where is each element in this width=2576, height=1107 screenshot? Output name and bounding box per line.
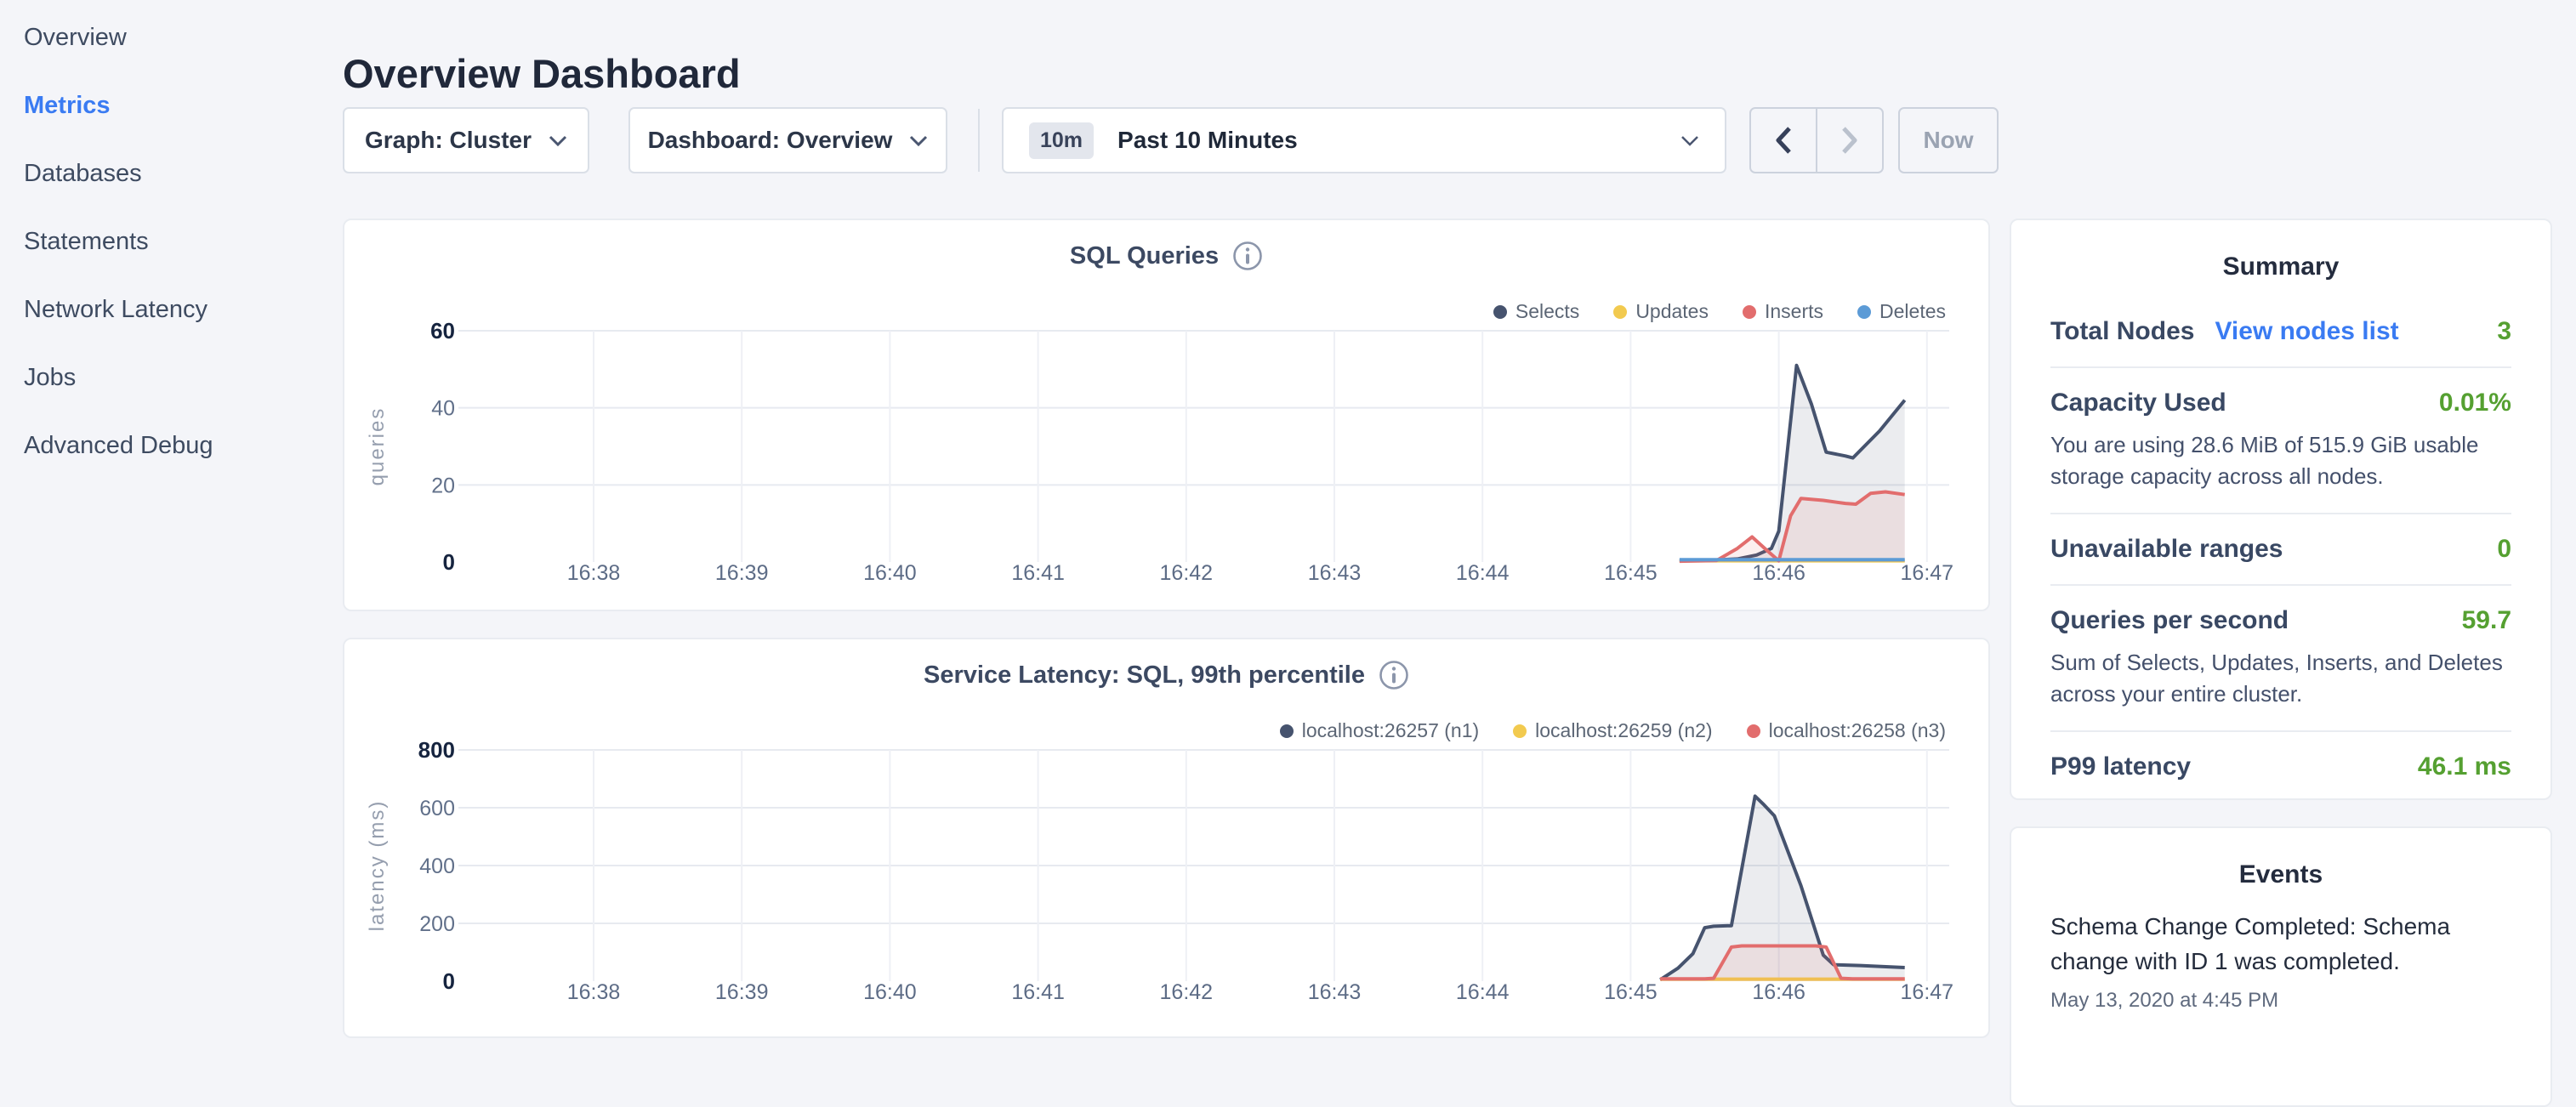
events-heading: Events bbox=[2050, 860, 2511, 889]
event-text: Schema Change Completed: Schema change w… bbox=[2050, 910, 2511, 979]
sidebar-item-network-latency[interactable]: Network Latency bbox=[0, 275, 340, 343]
next-time-window-button[interactable] bbox=[1817, 109, 1882, 172]
capacity-used-label: Capacity Used bbox=[2050, 389, 2226, 417]
unavailable-ranges-label: Unavailable ranges bbox=[2050, 535, 2283, 564]
dashboard-dropdown-label: Dashboard: Overview bbox=[648, 127, 893, 154]
p99-latency-value: 46.1 ms bbox=[2418, 752, 2511, 781]
previous-time-window-button[interactable] bbox=[1751, 109, 1817, 172]
x-axis-tick: 16:41 bbox=[1011, 980, 1065, 1004]
x-axis-tick: 16:45 bbox=[1604, 561, 1658, 585]
sidebar-item-jobs[interactable]: Jobs bbox=[0, 343, 340, 412]
sidebar-nav: Overview Metrics Databases Statements Ne… bbox=[0, 3, 340, 480]
x-axis-tick: 16:41 bbox=[1011, 561, 1065, 585]
total-nodes-value: 3 bbox=[2497, 317, 2511, 346]
summary-row-p99-latency: P99 latency 46.1 ms bbox=[2050, 732, 2511, 802]
time-range-label: Past 10 Minutes bbox=[1117, 127, 1680, 154]
summary-row-capacity-used: Capacity Used 0.01% You are using 28.6 M… bbox=[2050, 368, 2511, 514]
queries-per-second-value: 59.7 bbox=[2462, 606, 2511, 635]
x-axis-tick: 16:38 bbox=[567, 561, 621, 585]
summary-row-total-nodes: Total Nodes View nodes list 3 bbox=[2050, 297, 2511, 368]
capacity-used-description: You are using 28.6 MiB of 515.9 GiB usab… bbox=[2050, 429, 2511, 492]
y-axis-label: queries bbox=[366, 407, 389, 486]
p99-latency-label: P99 latency bbox=[2050, 752, 2191, 781]
y-axis-tick: 0 bbox=[443, 549, 455, 575]
x-axis-tick: 16:47 bbox=[1901, 561, 1954, 585]
x-axis-tick: 16:42 bbox=[1160, 980, 1214, 1004]
x-axis-tick: 16:44 bbox=[1456, 561, 1510, 585]
y-axis-tick: 20 bbox=[431, 474, 455, 497]
time-range-dropdown[interactable]: 10m Past 10 Minutes bbox=[1002, 107, 1726, 173]
now-button[interactable]: Now bbox=[1898, 107, 1999, 173]
x-axis-tick: 16:47 bbox=[1901, 980, 1954, 1004]
sidebar-item-advanced-debug[interactable]: Advanced Debug bbox=[0, 412, 340, 480]
y-axis-tick: 40 bbox=[431, 397, 455, 421]
sidebar-item-metrics[interactable]: Metrics bbox=[0, 71, 340, 139]
summary-heading: Summary bbox=[2050, 253, 2511, 281]
summary-row-unavailable-ranges: Unavailable ranges 0 bbox=[2050, 514, 2511, 586]
service-latency-plot[interactable]: 16:38 16:39 16:40 16:41 16:42 16:43 16:44 16:45… bbox=[344, 639, 1988, 1036]
sql-queries-chart-card: SQL Queries SelectsUpdatesInsertsDeletes… bbox=[343, 219, 1990, 611]
time-range-badge: 10m bbox=[1029, 122, 1094, 159]
y-axis-tick: 200 bbox=[419, 912, 455, 936]
events-panel: Events Schema Change Completed: Schema c… bbox=[2010, 826, 2552, 1107]
event-timestamp: May 13, 2020 at 4:45 PM bbox=[2050, 989, 2511, 1013]
queries-per-second-description: Sum of Selects, Updates, Inserts, and De… bbox=[2050, 647, 2511, 710]
chevron-right-icon bbox=[1840, 126, 1859, 155]
summary-row-queries-per-second: Queries per second 59.7 Sum of Selects, … bbox=[2050, 586, 2511, 732]
x-axis-tick: 16:40 bbox=[863, 980, 917, 1004]
x-axis-tick: 16:42 bbox=[1160, 561, 1214, 585]
x-axis-tick: 16:43 bbox=[1308, 980, 1362, 1004]
dashboard-controls: Graph: Cluster Dashboard: Overview 10m P… bbox=[343, 107, 1999, 173]
summary-panel: Summary Total Nodes View nodes list 3 Ca… bbox=[2010, 219, 2552, 800]
overview-dashboard-page: { "sidebar": { "items": [ {"label": "Ove… bbox=[0, 0, 2576, 1051]
sql-queries-plot[interactable]: 16:38 16:39 16:40 16:41 16:42 16:43 16:44 16:45… bbox=[344, 220, 1988, 610]
y-axis-label: latency (ms) bbox=[366, 800, 389, 932]
chevron-down-icon bbox=[909, 135, 928, 146]
y-axis-tick: 600 bbox=[419, 797, 455, 820]
y-axis-tick: 800 bbox=[418, 737, 455, 763]
queries-per-second-label: Queries per second bbox=[2050, 606, 2289, 635]
sidebar-item-overview[interactable]: Overview bbox=[0, 3, 340, 71]
time-window-pager bbox=[1749, 107, 1884, 173]
chevron-down-icon bbox=[549, 135, 567, 146]
x-axis-tick: 16:38 bbox=[567, 980, 621, 1004]
total-nodes-label: Total Nodes bbox=[2050, 317, 2194, 346]
x-axis-tick: 16:45 bbox=[1604, 980, 1658, 1004]
x-axis-tick: 16:39 bbox=[715, 980, 769, 1004]
sidebar-item-statements[interactable]: Statements bbox=[0, 207, 340, 275]
x-axis-tick: 16:44 bbox=[1456, 980, 1510, 1004]
x-axis-tick: 16:46 bbox=[1752, 561, 1805, 585]
view-nodes-list-link[interactable]: View nodes list bbox=[2215, 317, 2398, 346]
graph-scope-label: Graph: Cluster bbox=[365, 127, 532, 154]
chevron-down-icon bbox=[1680, 135, 1699, 146]
y-axis-tick: 0 bbox=[443, 968, 455, 994]
graph-scope-dropdown[interactable]: Graph: Cluster bbox=[343, 107, 589, 173]
dashboard-dropdown[interactable]: Dashboard: Overview bbox=[628, 107, 947, 173]
x-axis-tick: 16:46 bbox=[1752, 980, 1805, 1004]
x-axis-tick: 16:40 bbox=[863, 561, 917, 585]
chevron-left-icon bbox=[1774, 126, 1793, 155]
page-title: Overview Dashboard bbox=[343, 50, 741, 97]
x-axis-tick: 16:39 bbox=[715, 561, 769, 585]
unavailable-ranges-value: 0 bbox=[2497, 535, 2511, 564]
sidebar-item-databases[interactable]: Databases bbox=[0, 139, 340, 207]
event-list-item[interactable]: Schema Change Completed: Schema change w… bbox=[2050, 910, 2511, 1013]
capacity-used-value: 0.01% bbox=[2439, 389, 2511, 417]
controls-divider bbox=[978, 109, 980, 172]
x-axis-tick: 16:43 bbox=[1308, 561, 1362, 585]
y-axis-tick: 60 bbox=[430, 318, 455, 343]
y-axis-tick: 400 bbox=[419, 854, 455, 878]
service-latency-chart-card: Service Latency: SQL, 99th percentile lo… bbox=[343, 638, 1990, 1038]
